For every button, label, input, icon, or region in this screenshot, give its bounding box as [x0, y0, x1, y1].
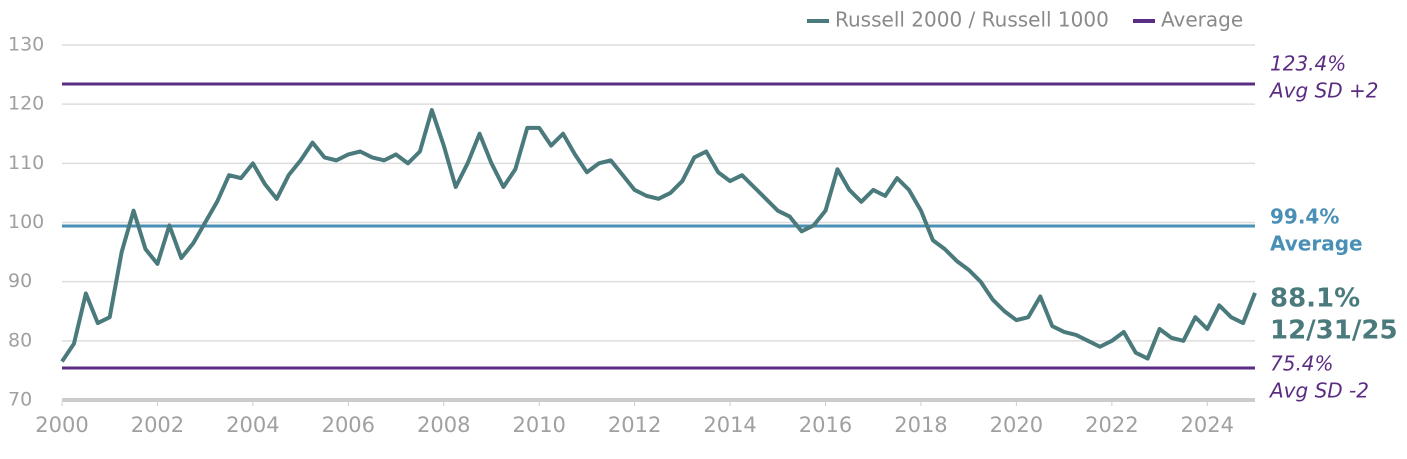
legend-label: Average [1161, 8, 1243, 32]
reference-label: 123.4% [1270, 52, 1346, 76]
y-tick-label: 90 [8, 270, 32, 292]
y-tick-label: 100 [8, 211, 44, 233]
x-tick-label: 2008 [417, 413, 470, 437]
x-tick-label: 2000 [35, 413, 88, 437]
y-tick-label: 130 [8, 34, 44, 56]
reference-note: Avg SD +2 [1268, 79, 1379, 103]
y-tick-label: 70 [8, 389, 32, 411]
x-tick-label: 2024 [1181, 413, 1234, 437]
x-tick-label: 2002 [131, 413, 184, 437]
end-value-label: 88.1% [1270, 283, 1360, 313]
x-tick-label: 2010 [512, 413, 565, 437]
reference-label: 75.4% [1270, 352, 1334, 376]
legend-label: Russell 2000 / Russell 1000 [835, 8, 1109, 32]
reference-label: 99.4% [1270, 205, 1339, 229]
reference-note: Average [1270, 232, 1363, 256]
x-tick-label: 2012 [608, 413, 661, 437]
x-tick-label: 2016 [799, 413, 852, 437]
x-tick-label: 2018 [894, 413, 947, 437]
x-tick-label: 2004 [226, 413, 279, 437]
data-line [60, 108, 1257, 363]
x-tick-label: 2020 [990, 413, 1043, 437]
x-tick-label: 2022 [1085, 413, 1138, 437]
y-tick-label: 80 [8, 329, 32, 351]
y-tick-label: 110 [8, 152, 44, 174]
x-tick-label: 2014 [703, 413, 756, 437]
reference-note: Avg SD -2 [1268, 379, 1369, 403]
x-tick-label: 2006 [322, 413, 375, 437]
y-tick-label: 120 [8, 93, 44, 115]
end-date-label: 12/31/25 [1270, 315, 1398, 345]
